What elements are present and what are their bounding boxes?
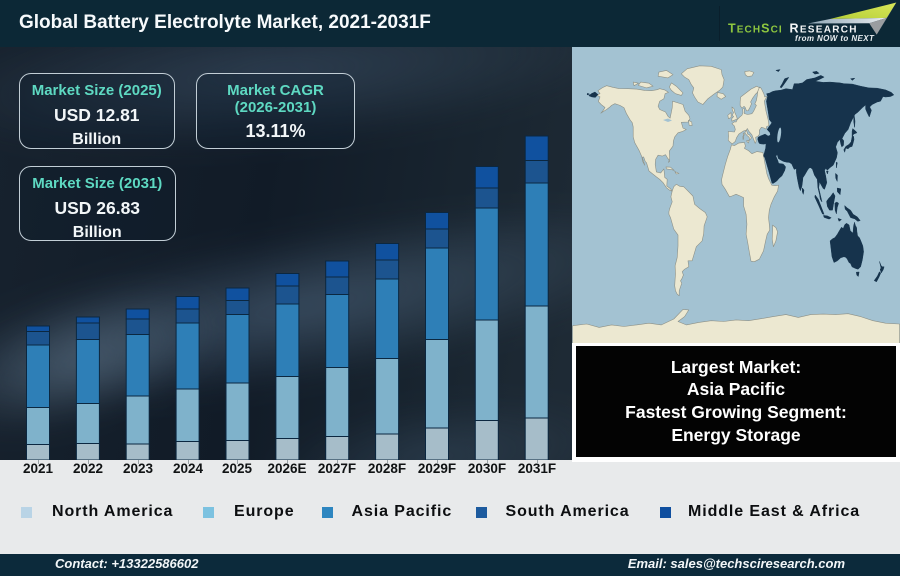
- svg-text:TECHSCI: TECHSCI: [728, 22, 783, 36]
- svg-text:RESEARCH: RESEARCH: [790, 22, 858, 36]
- svg-text:from NOW to NEXT: from NOW to NEXT: [795, 34, 875, 43]
